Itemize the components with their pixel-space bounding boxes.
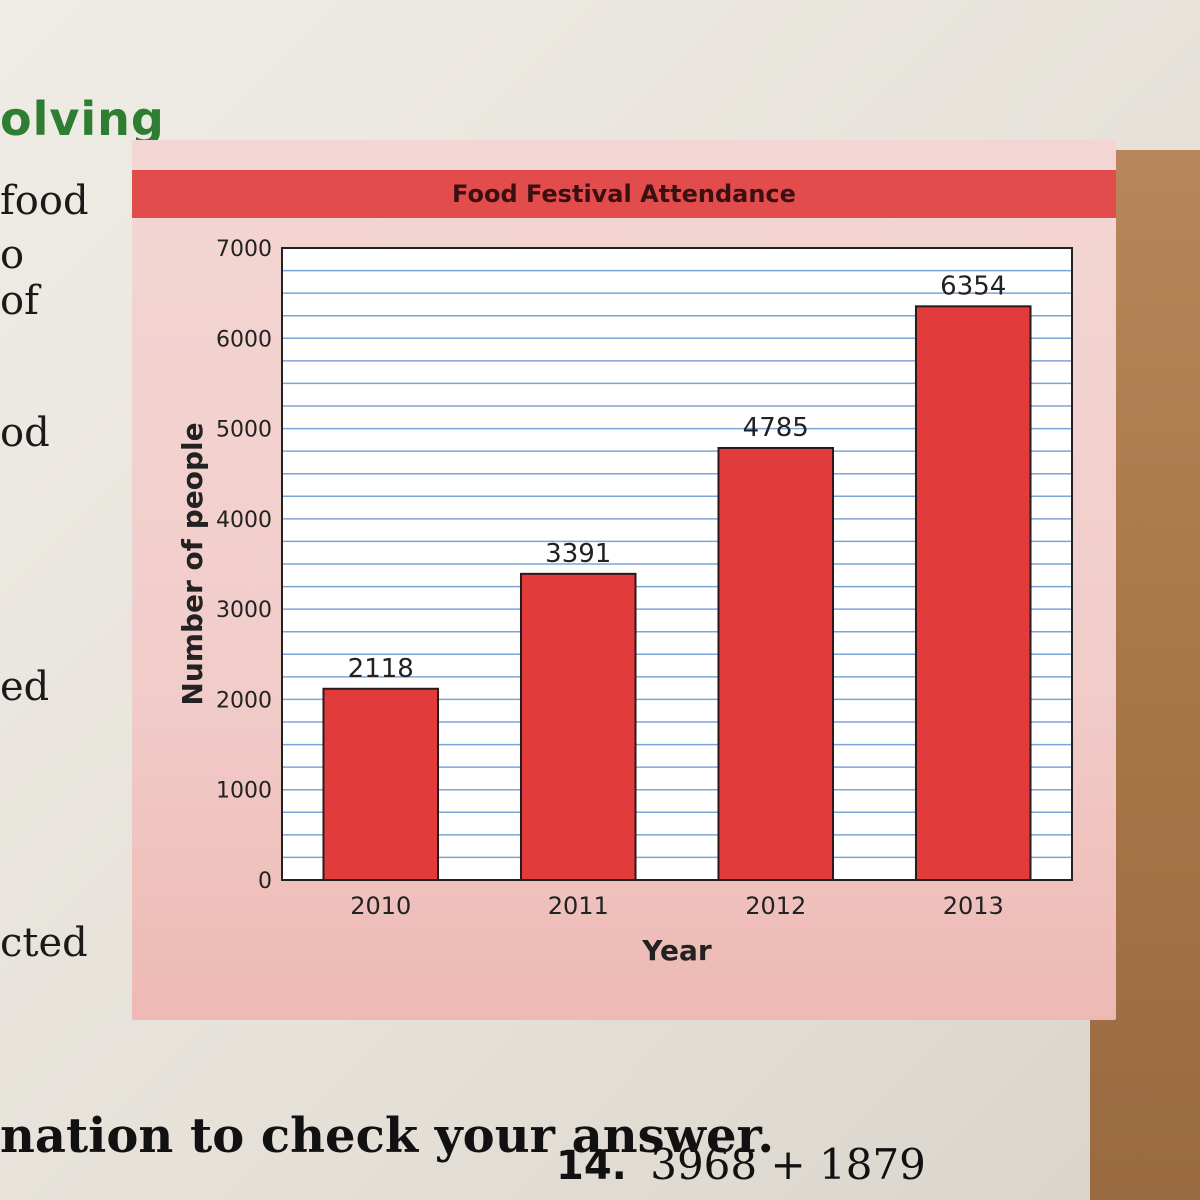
title-band bbox=[132, 170, 1116, 218]
plot-frame bbox=[281, 247, 1073, 881]
y-tick-label: 7000 bbox=[216, 237, 272, 262]
y-axis-label: Number of people bbox=[176, 422, 209, 705]
bar-2010 bbox=[322, 687, 440, 881]
section-heading: olving bbox=[0, 92, 165, 146]
bar-2011 bbox=[519, 572, 637, 881]
y-tick-label: 3000 bbox=[216, 598, 272, 623]
margin-word: food bbox=[0, 178, 89, 224]
bar-2012 bbox=[717, 446, 835, 881]
x-tick-label: 2010 bbox=[350, 892, 411, 920]
y-tick-label: 6000 bbox=[216, 327, 272, 352]
margin-word: ed bbox=[0, 664, 50, 710]
x-axis-label: Year bbox=[641, 934, 712, 967]
margin-word: od bbox=[0, 410, 50, 456]
y-tick-label: 0 bbox=[258, 869, 272, 894]
margin-word: of bbox=[0, 278, 39, 324]
data-label: 2118 bbox=[348, 654, 414, 684]
y-tick-label: 5000 bbox=[216, 418, 272, 443]
exercise-expression: 3968 + 1879 bbox=[650, 1140, 926, 1189]
exercise-number: 14. bbox=[556, 1143, 627, 1189]
bar-2013 bbox=[914, 305, 1032, 881]
margin-word: o bbox=[0, 232, 25, 278]
x-tick-label: 2011 bbox=[548, 892, 609, 920]
y-tick-label: 2000 bbox=[216, 688, 272, 713]
data-label: 3391 bbox=[545, 539, 611, 569]
data-label: 6354 bbox=[940, 271, 1006, 301]
x-tick-label: 2013 bbox=[943, 892, 1004, 920]
chart-card: Food Festival Attendance 0 1000 2000 3000 40… bbox=[132, 140, 1116, 1020]
bar-chart: 0 1000 2000 3000 4000 5000 6000 7000 2118 2010 339… bbox=[176, 237, 1073, 967]
y-tick-label: 1000 bbox=[216, 779, 272, 804]
x-tick-label: 2012 bbox=[745, 892, 806, 920]
instruction-text: nation to check your answer. bbox=[0, 1108, 775, 1164]
y-tick-label: 4000 bbox=[216, 508, 272, 533]
chart-title: Food Festival Attendance bbox=[452, 180, 796, 208]
data-label: 4785 bbox=[743, 413, 809, 443]
exercise-14: 14. 3968 + 1879 bbox=[556, 1140, 926, 1189]
margin-word: cted bbox=[0, 920, 88, 966]
